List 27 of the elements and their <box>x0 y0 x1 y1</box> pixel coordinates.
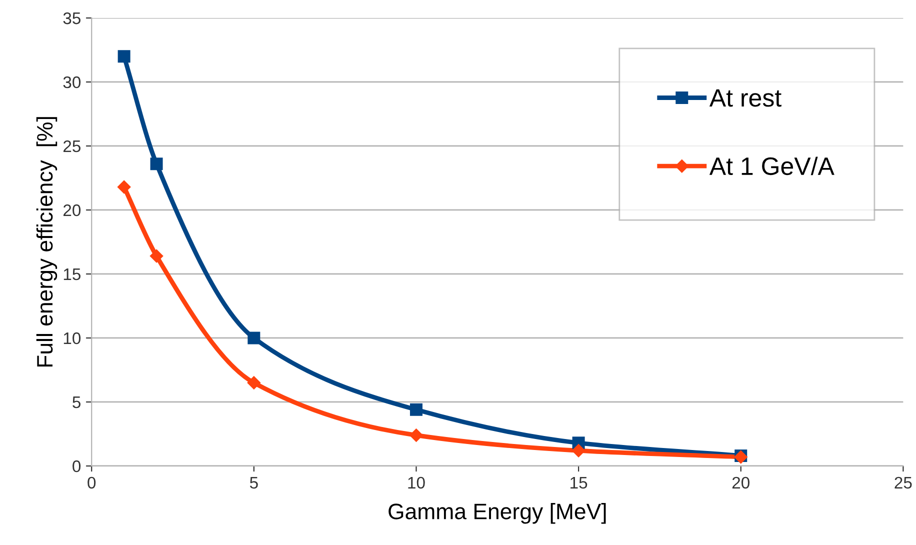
point <box>150 158 163 170</box>
point <box>118 50 130 63</box>
y-tick-label: 15 <box>64 268 80 280</box>
y-tick-label: 0 <box>72 460 81 472</box>
y-tick-label: 20 <box>63 204 81 216</box>
legend-label: At rest <box>709 89 782 107</box>
y-axis-title: Full energy efficiency [%] <box>36 117 58 367</box>
point <box>150 249 164 263</box>
x-axis-title: Gamma Energy [MeV] <box>388 503 606 524</box>
x-tick-label: 5 <box>250 477 258 489</box>
y-tick-label: 30 <box>63 76 81 88</box>
x-tick-label: 20 <box>732 476 750 489</box>
y-tick-label: 35 <box>63 12 80 24</box>
y-tick-label: 5 <box>72 396 80 408</box>
legend-label: At 1 GeV/A <box>709 156 834 176</box>
point <box>117 180 131 194</box>
point <box>247 376 261 390</box>
point <box>410 403 422 416</box>
point <box>248 332 260 344</box>
point <box>572 444 586 458</box>
y-tick-label: 10 <box>64 332 81 344</box>
point <box>410 428 423 442</box>
x-tick-label: 0 <box>88 476 96 489</box>
x-tick-label: 15 <box>570 477 588 489</box>
y-tick-label: 25 <box>63 140 80 152</box>
x-tick-label: 25 <box>894 476 912 489</box>
x-tick-label: 10 <box>408 476 425 489</box>
